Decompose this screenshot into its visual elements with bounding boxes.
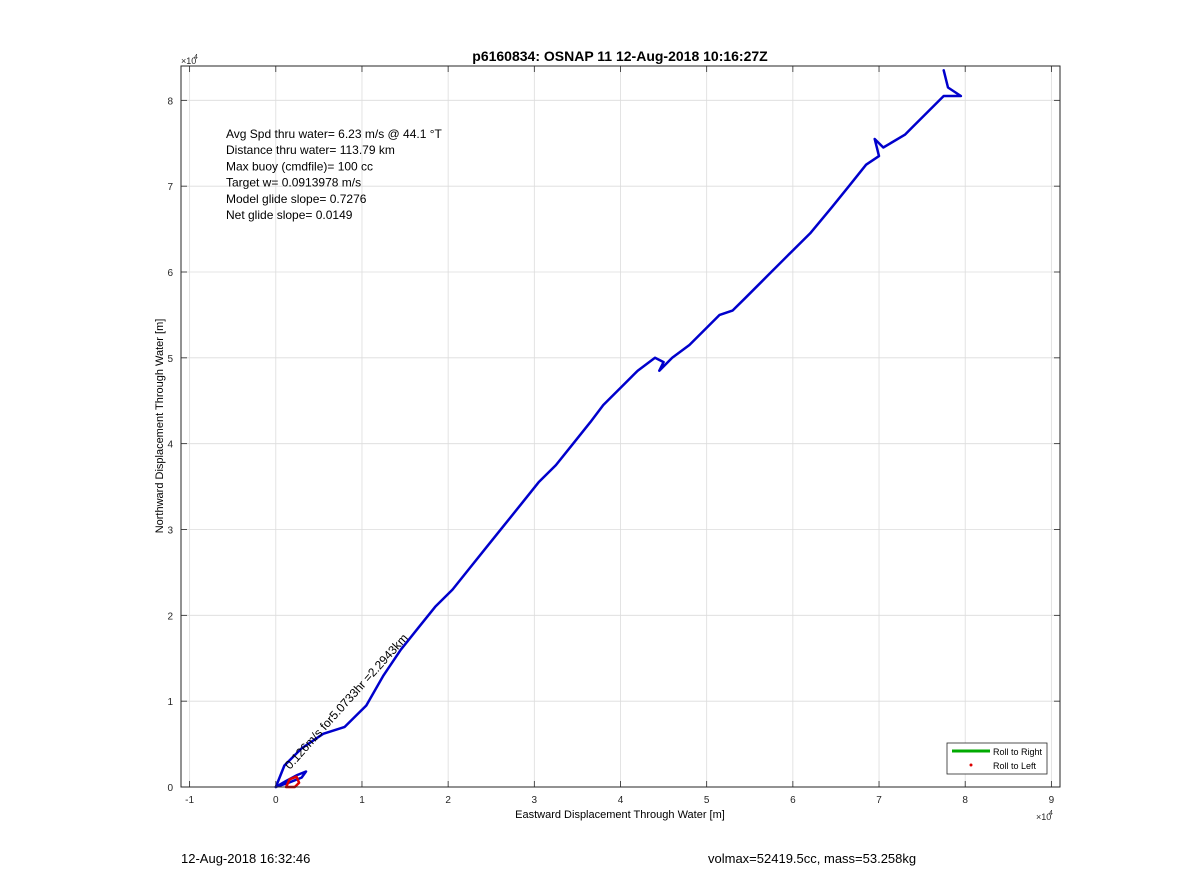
x-tick-label: 5: [704, 795, 710, 806]
x-tick-label: -1: [185, 795, 194, 806]
x-exponent-power: 4: [1049, 810, 1053, 817]
x-tick-label: 1: [359, 795, 365, 806]
legend-roll-left-swatch: [969, 763, 973, 767]
y-exponent: ×10 4: [181, 54, 198, 66]
y-axis-label: Northward Displacement Through Water [m]: [154, 319, 166, 534]
y-tick-label: 2: [167, 611, 173, 622]
x-tick-label: 6: [790, 795, 796, 806]
stats-annotations: Avg Spd thru water= 6.23 m/s @ 44.1 °T Di…: [226, 127, 443, 222]
x-axis-label: Eastward Displacement Through Water [m]: [515, 809, 725, 821]
y-tick-label: 5: [167, 354, 173, 365]
y-tick-label: 8: [167, 96, 173, 107]
series-track: [274, 69, 963, 789]
x-tick-label: 7: [876, 795, 882, 806]
annotation-line: Net glide slope= 0.0149: [226, 208, 353, 222]
y-tick-label: 7: [167, 182, 173, 193]
legend-box: [946, 742, 1048, 775]
chart-title: p6160834: OSNAP 11 12-Aug-2018 10:16:27Z: [472, 48, 768, 64]
annotation-line: Avg Spd thru water= 6.23 m/s @ 44.1 °T: [226, 127, 443, 141]
grid: [181, 66, 1060, 788]
annotation-line: Target w= 0.0913978 m/s: [226, 176, 361, 190]
y-tick-label: 6: [167, 268, 173, 279]
x-tick-label: 2: [445, 795, 451, 806]
x-ticks: -1 0 1 2 3 4 5 6 7 8 9: [185, 66, 1055, 806]
x-tick-label: 3: [532, 795, 538, 806]
x-tick-label: 4: [618, 795, 624, 806]
legend: Roll to Right Roll to Left: [946, 742, 1048, 775]
footer-timestamp: 12-Aug-2018 16:32:46: [181, 851, 311, 866]
legend-roll-left-label: Roll to Left: [993, 761, 1037, 771]
annotation-line: Distance thru water= 113.79 km: [226, 143, 395, 157]
y-tick-label: 0: [167, 783, 173, 794]
y-tick-label: 1: [167, 697, 173, 708]
y-exponent-base: ×10: [181, 56, 196, 66]
legend-roll-right-label: Roll to Right: [993, 747, 1043, 757]
x-tick-label: 8: [962, 795, 968, 806]
x-exponent-base: ×10: [1036, 812, 1051, 822]
y-ticks: 0 1 2 3 4 5 6 7 8: [167, 96, 1060, 794]
annotation-line: Model glide slope= 0.7276: [226, 192, 367, 206]
footer-params: volmax=52419.5cc, mass=53.258kg: [708, 851, 917, 866]
y-tick-label: 3: [167, 526, 173, 537]
annotation-line: Max buoy (cmdfile)= 100 cc: [226, 159, 373, 173]
y-tick-label: 4: [167, 440, 173, 451]
y-exponent-power: 4: [194, 54, 198, 61]
x-exponent: ×10 4: [1036, 810, 1053, 822]
x-tick-label: 9: [1049, 795, 1055, 806]
x-tick-label: 0: [273, 795, 279, 806]
